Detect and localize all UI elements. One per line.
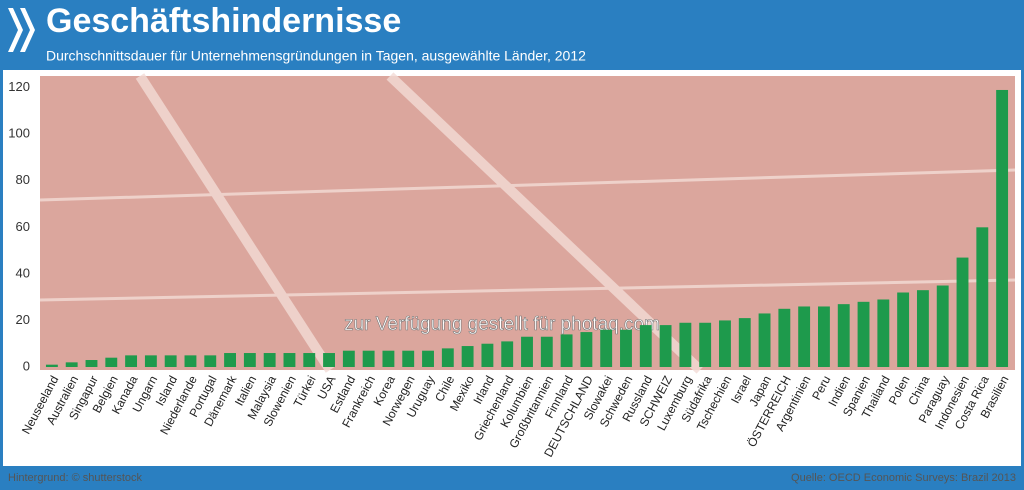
photo-background (40, 76, 1015, 370)
watermark: zur Verfügung gestellt für photaq.com (344, 314, 660, 335)
bar (441, 348, 454, 367)
y-tick-label: 0 (23, 358, 30, 373)
bar (976, 227, 989, 367)
bar (303, 353, 316, 367)
bar (323, 353, 335, 367)
lane-lines (39, 72, 1016, 374)
bar (936, 285, 949, 367)
y-tick-label: 60 (16, 219, 30, 234)
source: Quelle: OECD Economic Surveys: Brazil 20… (791, 472, 1016, 484)
bar (778, 308, 791, 367)
bar (738, 318, 751, 367)
bar (65, 362, 78, 367)
y-tick-label: 80 (16, 172, 30, 187)
y-tick-label: 40 (16, 265, 30, 280)
bar (560, 334, 573, 367)
bar (164, 355, 177, 367)
chart-subtitle: Durchschnittsdauer für Unternehmensgründ… (46, 48, 586, 64)
bar (263, 353, 276, 367)
bar (501, 341, 514, 367)
bar (580, 332, 593, 367)
bar (600, 329, 613, 367)
bar (481, 343, 494, 367)
background-credit: Hintergrund: © shutterstock (8, 472, 143, 484)
bar (719, 320, 731, 367)
bar (916, 290, 929, 367)
bar (125, 355, 138, 367)
bar (659, 325, 672, 367)
bar (342, 350, 355, 367)
bar (699, 322, 712, 367)
bar (461, 346, 474, 367)
bar (818, 306, 830, 367)
bar (45, 364, 58, 367)
bar (758, 313, 771, 367)
y-tick-label: 100 (8, 126, 30, 141)
bar (521, 336, 533, 367)
bar (402, 350, 415, 367)
bar (243, 353, 256, 367)
bar (422, 350, 434, 367)
bar (540, 336, 553, 367)
bar (857, 301, 870, 367)
bar (362, 350, 375, 367)
bar (639, 325, 652, 367)
bar (956, 257, 969, 367)
bar (382, 350, 395, 367)
y-tick-label: 20 (16, 312, 30, 327)
bar (837, 304, 850, 367)
bar (283, 353, 296, 367)
bar (996, 89, 1009, 367)
logo (8, 8, 35, 52)
bar (184, 355, 197, 367)
bar (798, 306, 811, 367)
bar (224, 353, 236, 367)
bar (897, 292, 910, 367)
bar (620, 329, 632, 367)
y-tick-label: 120 (8, 79, 30, 94)
bar (144, 355, 157, 367)
bar (105, 357, 118, 367)
bar (204, 355, 217, 367)
bar (877, 299, 890, 367)
bar (85, 360, 98, 367)
bar (679, 322, 692, 367)
chart-title: Geschäftshindernisse (46, 2, 401, 40)
